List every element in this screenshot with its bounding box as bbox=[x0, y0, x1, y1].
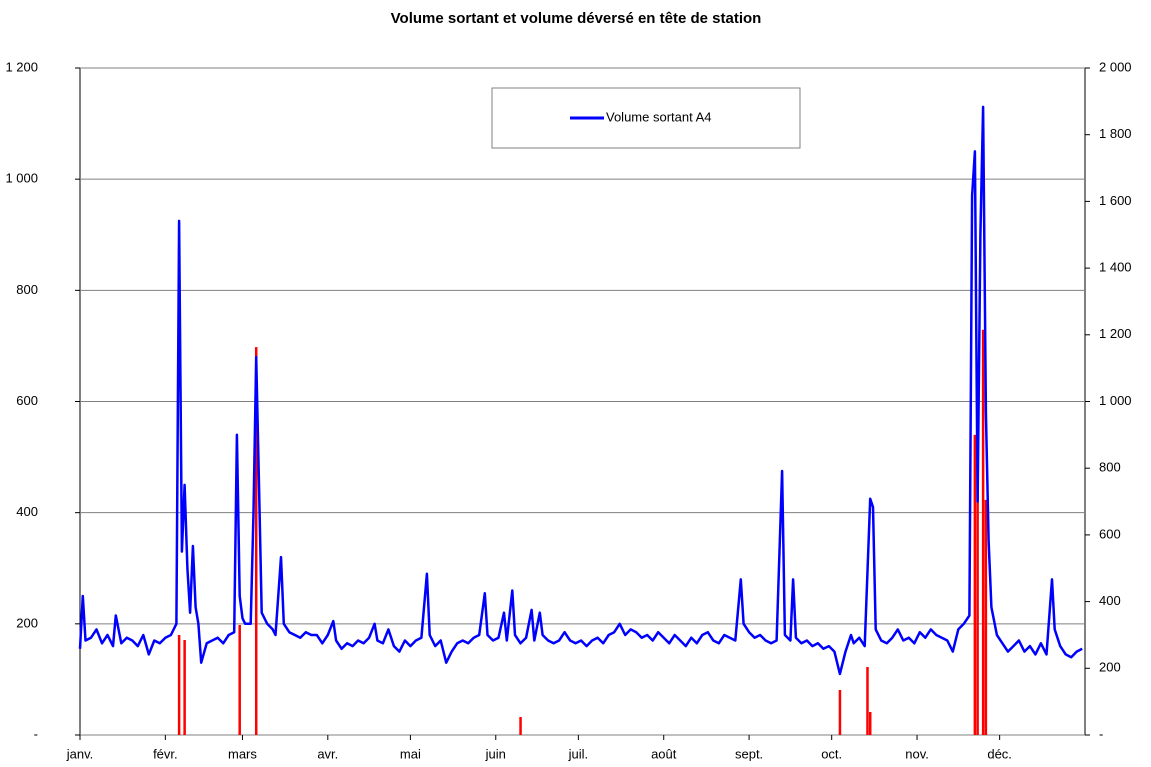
y2-tick-label: 200 bbox=[1099, 660, 1121, 675]
y2-tick-label: 1 600 bbox=[1099, 193, 1132, 208]
x-tick-label: mai bbox=[400, 746, 421, 761]
y-tick-label: 600 bbox=[16, 393, 38, 408]
x-tick-label: févr. bbox=[153, 746, 178, 761]
x-tick-label: janv. bbox=[66, 746, 94, 761]
y2-tick-label: 800 bbox=[1099, 460, 1121, 475]
y-tick-label: 200 bbox=[16, 615, 38, 630]
chart-title: Volume sortant et volume déversé en tête… bbox=[391, 10, 762, 27]
y2-tick-label: 2 000 bbox=[1099, 59, 1132, 74]
x-tick-label: avr. bbox=[317, 746, 338, 761]
x-tick-label: août bbox=[651, 746, 677, 761]
x-tick-label: juil. bbox=[568, 746, 589, 761]
legend-box bbox=[491, 87, 801, 149]
y-tick-label: 1 000 bbox=[5, 171, 38, 186]
line bbox=[78, 105, 1083, 676]
legend-label: Volume sortant A4 bbox=[606, 109, 712, 124]
x-tick-label: nov. bbox=[905, 746, 929, 761]
x-tick-label: oct. bbox=[821, 746, 842, 761]
y2-tick-label: 1 400 bbox=[1099, 260, 1132, 275]
y2-tick-label: - bbox=[1099, 726, 1103, 741]
x-tick-label: sept. bbox=[735, 746, 763, 761]
x-tick-label: déc. bbox=[987, 746, 1012, 761]
x-tick-label: juin bbox=[485, 746, 506, 761]
y-tick-label: - bbox=[34, 726, 38, 741]
y-tick-label: 400 bbox=[16, 504, 38, 519]
y2-tick-label: 1 000 bbox=[1099, 393, 1132, 408]
y2-tick-label: 1 800 bbox=[1099, 126, 1132, 141]
x-tick-label: mars bbox=[228, 746, 257, 761]
y-tick-label: 800 bbox=[16, 282, 38, 297]
y2-tick-label: 1 200 bbox=[1099, 326, 1132, 341]
y2-tick-label: 600 bbox=[1099, 526, 1121, 541]
y-tick-label: 1 200 bbox=[5, 59, 38, 74]
y2-tick-label: 400 bbox=[1099, 593, 1121, 608]
